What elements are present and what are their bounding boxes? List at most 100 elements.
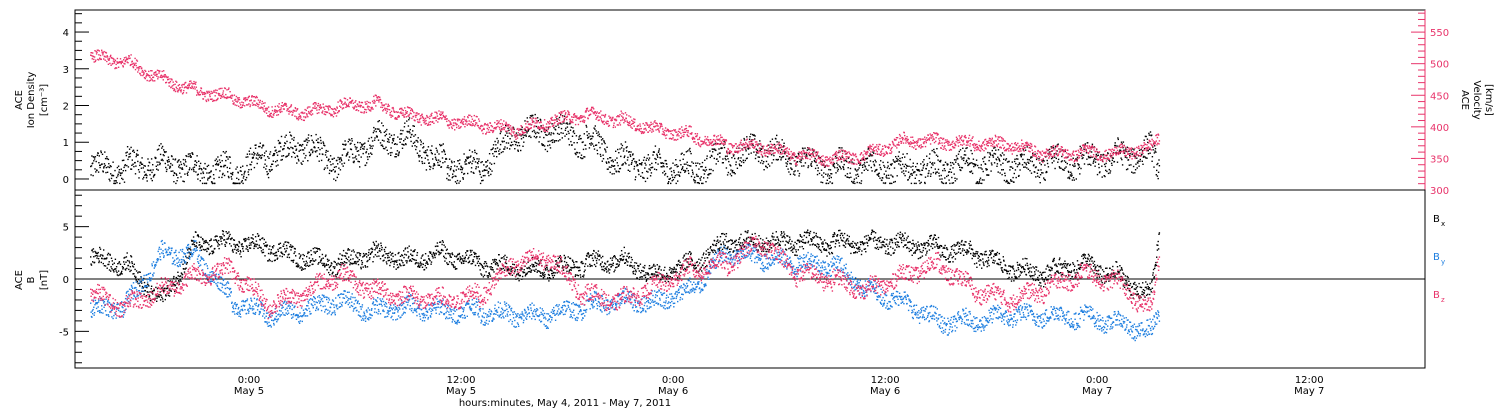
density-point <box>694 180 697 182</box>
density-point <box>805 153 808 155</box>
velocity-point <box>835 150 838 153</box>
density-point <box>133 151 135 153</box>
velocity-point <box>721 141 723 143</box>
density-point <box>273 153 276 155</box>
velocity-point <box>657 128 660 130</box>
density-point <box>1042 172 1044 174</box>
density-point <box>670 167 672 169</box>
density-point <box>546 134 548 136</box>
right-tick-label: 500 <box>1430 60 1449 71</box>
density-point <box>748 153 750 155</box>
density-point <box>560 127 563 130</box>
density-point <box>1039 162 1041 164</box>
density-point <box>842 156 844 158</box>
density-point <box>873 163 875 166</box>
velocity-point <box>478 120 481 122</box>
velocity-point <box>599 116 602 118</box>
density-point <box>928 157 931 160</box>
velocity-point <box>830 159 832 161</box>
density-point <box>578 138 580 140</box>
velocity-point <box>243 97 245 99</box>
density-point <box>422 142 424 145</box>
velocity-point <box>835 153 837 155</box>
density-point <box>211 181 213 183</box>
velocity-point <box>877 147 879 150</box>
velocity-point <box>554 119 557 121</box>
velocity-point <box>311 113 314 115</box>
density-point <box>1099 155 1102 157</box>
density-point <box>1009 166 1011 168</box>
density-point <box>814 158 816 160</box>
density-point <box>260 157 262 160</box>
velocity-point <box>554 114 556 116</box>
velocity-point <box>939 137 942 139</box>
density-point <box>1114 142 1116 144</box>
velocity-point <box>141 67 143 69</box>
density-point <box>727 158 729 160</box>
velocity-point <box>487 125 489 127</box>
velocity-point <box>471 118 474 120</box>
density-point <box>697 182 700 184</box>
velocity-point <box>110 64 112 66</box>
velocity-point <box>116 61 118 63</box>
velocity-point <box>619 124 622 126</box>
density-point <box>152 164 154 166</box>
velocity-point <box>545 128 547 131</box>
velocity-point <box>738 143 741 146</box>
density-point <box>99 164 101 166</box>
density-point <box>306 141 309 144</box>
density-point <box>265 150 267 152</box>
velocity-point <box>826 156 828 158</box>
density-point <box>684 171 686 173</box>
velocity-point <box>404 107 406 109</box>
velocity-point <box>907 138 909 141</box>
velocity-point <box>212 91 214 93</box>
density-point <box>790 163 792 165</box>
velocity-point <box>105 56 107 58</box>
velocity-point <box>926 137 928 139</box>
velocity-point <box>885 145 887 148</box>
density-point <box>272 154 274 157</box>
velocity-point <box>214 95 216 97</box>
density-point <box>175 182 177 185</box>
velocity-point <box>883 152 885 155</box>
velocity-point <box>382 104 384 106</box>
velocity-point <box>592 112 594 114</box>
velocity-point <box>183 83 185 86</box>
density-point <box>763 169 765 171</box>
velocity-point <box>435 119 437 122</box>
density-point <box>150 158 153 160</box>
velocity-point <box>187 87 189 90</box>
velocity-point <box>780 147 782 149</box>
density-point <box>289 134 292 136</box>
density-point <box>983 179 985 181</box>
velocity-point <box>340 100 342 102</box>
density-point <box>585 126 588 128</box>
velocity-point <box>869 147 871 149</box>
density-point <box>659 153 661 155</box>
velocity-point <box>359 106 362 108</box>
density-point <box>290 135 293 137</box>
density-point <box>237 172 239 174</box>
velocity-point <box>547 121 549 123</box>
velocity-point <box>837 152 839 154</box>
velocity-point <box>308 112 311 114</box>
velocity-point <box>417 113 419 115</box>
velocity-point <box>264 107 267 110</box>
density-point <box>692 171 694 173</box>
velocity-point <box>783 150 785 152</box>
density-point <box>350 142 352 145</box>
velocity-point <box>178 88 180 90</box>
velocity-point <box>898 144 900 146</box>
density-point <box>228 156 230 158</box>
density-point <box>317 141 319 144</box>
density-point <box>117 165 120 167</box>
velocity-point <box>249 105 251 108</box>
velocity-point <box>862 157 865 159</box>
density-point <box>780 159 782 161</box>
density-point <box>1120 157 1122 159</box>
density-point <box>1086 158 1088 160</box>
density-point <box>157 164 159 166</box>
velocity-point <box>804 155 806 158</box>
density-point <box>240 166 242 169</box>
